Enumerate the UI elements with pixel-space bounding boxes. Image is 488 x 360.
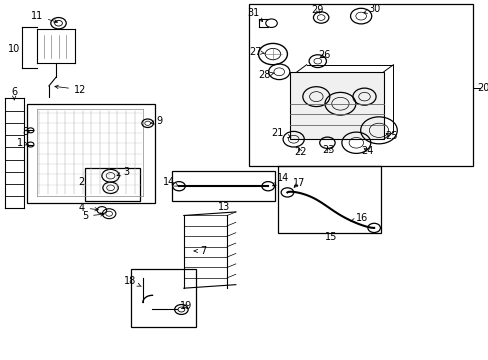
Bar (248, 4, 472, 166)
Text: 30: 30 (363, 4, 380, 14)
Text: 7: 7 (194, 246, 206, 256)
Text: 14: 14 (163, 177, 178, 187)
Text: 5: 5 (81, 211, 104, 221)
Text: 8: 8 (22, 127, 30, 137)
Text: 17: 17 (293, 178, 305, 188)
Text: 19: 19 (180, 301, 192, 311)
Text: 6: 6 (11, 87, 17, 100)
Text: 24: 24 (361, 146, 373, 156)
Text: 21: 21 (271, 128, 290, 138)
Text: 22: 22 (294, 147, 306, 157)
Bar (85, 168, 140, 201)
Text: 9: 9 (150, 117, 163, 126)
Text: 3: 3 (117, 167, 129, 177)
Text: 15: 15 (324, 233, 336, 243)
Bar (171, 171, 275, 201)
Text: 12: 12 (55, 85, 86, 95)
Text: 27: 27 (248, 46, 264, 57)
Text: 26: 26 (318, 50, 330, 60)
Text: 25: 25 (384, 131, 396, 141)
Text: 10: 10 (8, 44, 20, 54)
Text: 31: 31 (247, 8, 262, 22)
Text: 2: 2 (79, 177, 84, 187)
Text: 20: 20 (476, 83, 488, 93)
Text: 23: 23 (322, 145, 334, 155)
Text: 11: 11 (31, 11, 57, 23)
Bar (289, 72, 383, 139)
Text: 29: 29 (311, 5, 324, 15)
Text: 4: 4 (79, 203, 98, 213)
Bar (130, 269, 196, 327)
Text: 28: 28 (258, 70, 273, 80)
Bar (27, 104, 155, 203)
Text: 14: 14 (272, 173, 288, 186)
Text: 1: 1 (17, 138, 28, 148)
Text: 16: 16 (350, 213, 367, 223)
Text: 13: 13 (217, 202, 229, 212)
Text: 18: 18 (123, 276, 141, 286)
Bar (277, 166, 381, 233)
